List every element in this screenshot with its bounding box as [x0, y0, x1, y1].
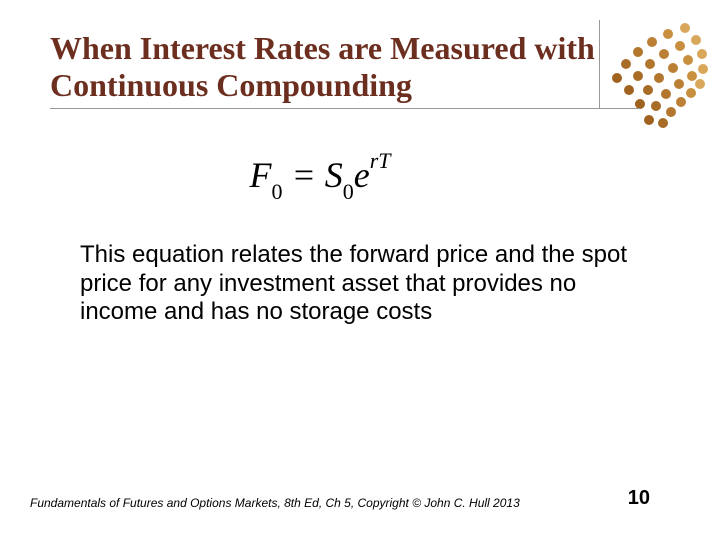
decoration-dot — [698, 64, 708, 74]
decoration-dot — [680, 23, 690, 33]
decoration-dot — [686, 88, 696, 98]
slide: When Interest Rates are Measured with Co… — [0, 0, 720, 540]
decoration-dot — [676, 97, 686, 107]
equation-F: F — [249, 155, 271, 195]
decoration-dot — [691, 35, 701, 45]
decoration-dot — [695, 79, 705, 89]
equation-sub-0-right: 0 — [343, 179, 354, 204]
page-number: 10 — [628, 487, 650, 510]
decoration-dot — [697, 49, 707, 59]
decoration-dot — [674, 79, 684, 89]
decoration-dot — [644, 115, 654, 125]
equation: F0 = S0erT — [10, 154, 630, 201]
equation-equals: = — [282, 155, 324, 195]
body-paragraph: This equation relates the forward price … — [50, 241, 670, 327]
slide-title: When Interest Rates are Measured with Co… — [50, 30, 670, 104]
equation-exponent: rT — [370, 148, 391, 173]
decoration-dot — [658, 118, 668, 128]
decoration-dot — [683, 55, 693, 65]
equation-S: S — [325, 155, 343, 195]
footer: Fundamentals of Futures and Options Mark… — [30, 487, 650, 510]
footer-citation: Fundamentals of Futures and Options Mark… — [30, 496, 520, 510]
equation-sub-0-left: 0 — [271, 179, 282, 204]
decoration-dot — [675, 41, 685, 51]
title-underline — [50, 108, 640, 109]
decoration-dot — [666, 107, 676, 117]
equation-e: e — [354, 155, 370, 195]
